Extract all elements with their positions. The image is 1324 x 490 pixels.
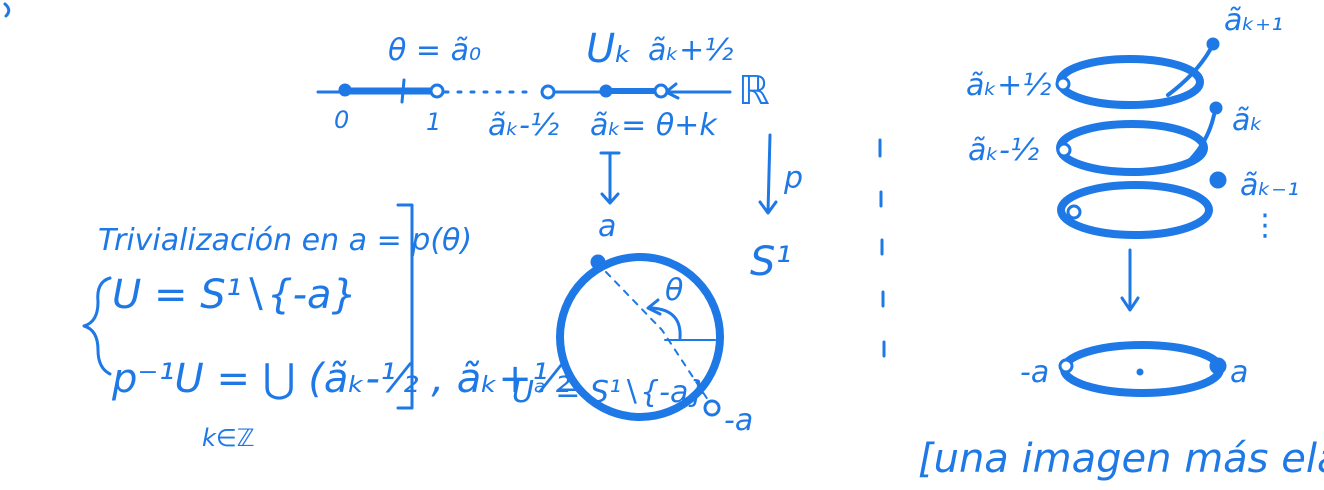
theta-angle-label: θ xyxy=(665,273,683,308)
S1-label: S¹ xyxy=(750,239,791,285)
helix-a-k-minus-half: ãₖ-½ xyxy=(968,133,1039,168)
helix-a-k-plus-half: ãₖ+½ xyxy=(966,68,1051,103)
tick-zero-label: 0 xyxy=(334,106,349,134)
U-k-label: Uₖ xyxy=(586,26,632,72)
trivialization-line1: U = S¹∖{-a} xyxy=(112,272,357,318)
base-point-minus-a xyxy=(1058,358,1074,374)
helix-a-k-minus-1: ãₖ₋₁ xyxy=(1240,168,1299,203)
a-k-label: ãₖ= θ+k xyxy=(590,108,718,143)
union-index: k∈ℤ xyxy=(202,424,255,452)
vertical-separator xyxy=(878,138,886,358)
helix-a-k-plus-1: ãₖ₊₁ xyxy=(1224,3,1283,38)
point-a-k-minus-half xyxy=(540,84,556,100)
circle-group: θ a S¹ Uᵃ = S¹∖{-a} -a xyxy=(512,209,791,438)
helix-point-lower xyxy=(1066,204,1082,220)
base-a-label: a xyxy=(1230,355,1248,390)
p-arrow xyxy=(766,133,772,214)
p-label: p xyxy=(783,161,803,196)
helix-loop-top xyxy=(1056,55,1204,109)
minus-a-circle-label: -a xyxy=(724,403,753,438)
helix-continuation-mid xyxy=(1186,113,1216,164)
R-label: ℝ xyxy=(738,68,770,114)
helix-point-plus-half xyxy=(1055,76,1071,92)
trivialization-line2: p⁻¹U = ⋃ (ãₖ-½ , ãₖ+½ xyxy=(111,356,571,402)
a-k-plus-half-label: ãₖ+½ xyxy=(648,33,733,68)
helix-continuation-top xyxy=(1166,48,1212,97)
helix-loop-middle xyxy=(1056,120,1208,176)
angle-arc xyxy=(650,306,682,340)
helix-projection-arrowhead xyxy=(1120,296,1140,312)
trivialization-heading: Trivialización en a = p(θ) xyxy=(98,223,472,258)
circle-S1 xyxy=(556,253,724,421)
p-arrowhead xyxy=(758,200,778,215)
helix-group: ãₖ₊₁ ãₖ+½ ãₖ ãₖ-½ ãₖ₋₁ ⋮ -a a [una image… xyxy=(918,3,1324,482)
point-a-k-plus-half xyxy=(653,83,669,99)
helix-dots: ⋮ xyxy=(1250,208,1280,243)
base-point-a xyxy=(1209,357,1227,375)
base-minus-a-label: -a xyxy=(1020,355,1049,390)
caption-text: [una imagen más elástica. xyxy=(918,436,1324,482)
point-zero xyxy=(338,83,352,97)
theta-tick xyxy=(400,78,406,104)
right-bracket xyxy=(396,203,414,410)
helix-point-k-minus-1 xyxy=(1209,171,1227,189)
real-line-group: θ = ã₀ 0 1 Uₖ ãₖ+½ ãₖ-½ ãₖ= θ+k ℝ p xyxy=(316,26,803,215)
helix-loop-bottom xyxy=(1057,181,1213,239)
base-center-dot xyxy=(1136,368,1144,376)
projection-arrowhead-short xyxy=(600,192,620,205)
point-a-on-circle xyxy=(590,254,606,270)
helix-point-k xyxy=(1209,101,1223,115)
tick-one-label: 1 xyxy=(426,108,441,136)
diameter-dashed xyxy=(605,271,709,401)
base-circle xyxy=(1060,341,1224,397)
U-a-label: Uᵃ = S¹∖{-a} xyxy=(512,375,707,410)
helix-point-k-plus-1 xyxy=(1206,37,1220,51)
angle-arrowhead xyxy=(646,298,662,316)
theta-label: θ = ã₀ xyxy=(388,33,481,68)
helix-point-minus-half xyxy=(1056,142,1072,158)
a-circle-label: a xyxy=(598,209,616,244)
helix-a-k: ãₖ xyxy=(1232,103,1263,138)
a-k-minus-half-label: ãₖ-½ xyxy=(488,108,559,143)
trivialization-group: Trivialización en a = p(θ) U = S¹∖{-a} p… xyxy=(82,203,571,452)
cropped-stroke xyxy=(3,2,11,18)
point-one xyxy=(429,83,445,99)
point-minus-a-on-circle xyxy=(703,399,721,417)
point-a-k xyxy=(599,84,613,98)
left-brace xyxy=(82,276,112,376)
